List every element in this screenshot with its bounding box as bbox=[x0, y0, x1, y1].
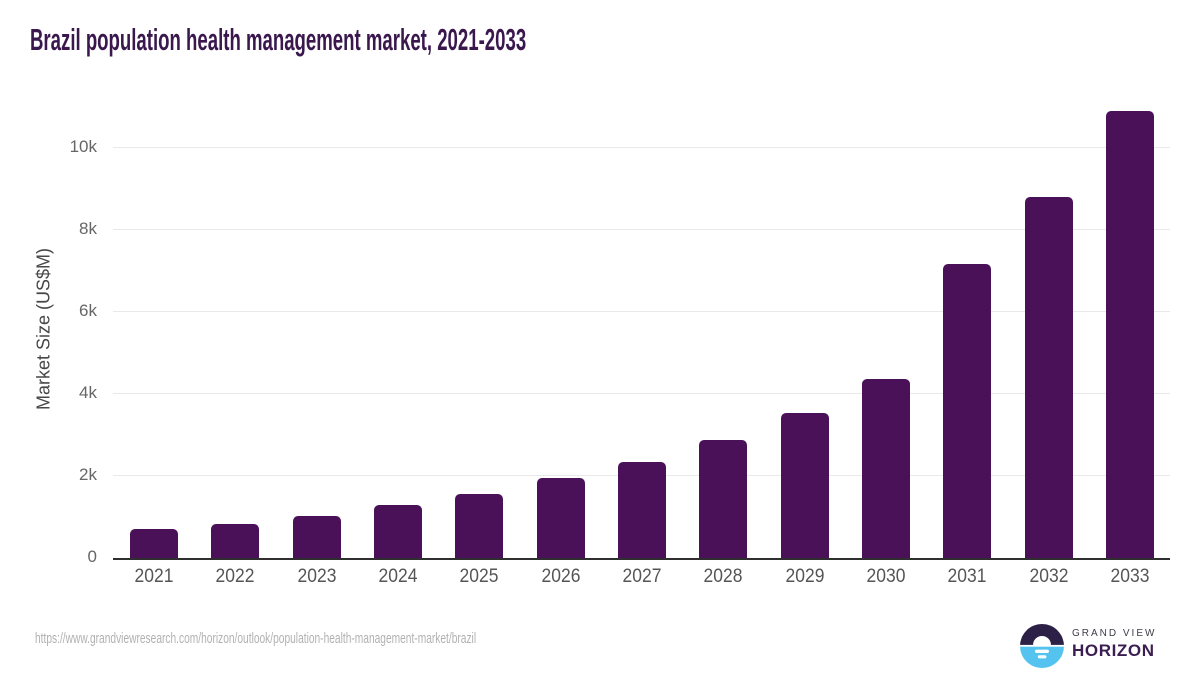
x-tick-2021: 2021 bbox=[134, 566, 174, 587]
bar-2026 bbox=[536, 478, 585, 558]
gridline-8k bbox=[113, 229, 1170, 231]
brand-name-top: GRAND VIEW bbox=[1072, 628, 1157, 639]
bar-2027 bbox=[618, 461, 666, 558]
x-axis-tick-labels: 2021 2022 2023 2024 2025 2026 2027 2028 2029 2030… bbox=[113, 566, 1170, 594]
brand-name-bottom: HORIZON bbox=[1072, 641, 1155, 660]
x-tick-2030: 2030 bbox=[866, 566, 906, 587]
gridline-10k bbox=[113, 147, 1170, 149]
y-tick-2k: 2k bbox=[79, 465, 97, 485]
bar-2030 bbox=[862, 379, 910, 558]
bar-2022 bbox=[211, 523, 260, 558]
x-tick-2028: 2028 bbox=[703, 566, 743, 587]
x-tick-2024: 2024 bbox=[378, 566, 418, 587]
bar-2028 bbox=[699, 439, 748, 558]
brand-wordmark: GRAND VIEW HORIZON bbox=[1072, 628, 1156, 661]
gridline-4k bbox=[113, 393, 1170, 395]
x-tick-2031: 2031 bbox=[947, 566, 987, 587]
bar-2025 bbox=[455, 494, 504, 558]
bar-2031 bbox=[943, 264, 992, 558]
y-tick-10k: 10k bbox=[69, 137, 97, 157]
y-tick-6k: 6k bbox=[79, 301, 97, 321]
x-tick-2027: 2027 bbox=[622, 566, 662, 587]
brand-logo: GRAND VIEW HORIZON bbox=[1020, 624, 1170, 670]
bar-2024 bbox=[374, 505, 422, 558]
bar-2021 bbox=[130, 529, 178, 558]
x-tick-2022: 2022 bbox=[215, 566, 255, 587]
y-tick-8k: 8k bbox=[79, 219, 97, 239]
bar-2033 bbox=[1106, 110, 1154, 558]
x-tick-2025: 2025 bbox=[459, 566, 499, 587]
y-tick-0: 0 bbox=[87, 547, 97, 566]
chart-title: Brazil population health management mark… bbox=[30, 22, 527, 57]
bar-2029 bbox=[780, 413, 829, 558]
x-tick-2026: 2026 bbox=[541, 566, 581, 587]
x-tick-2033: 2033 bbox=[1110, 566, 1150, 587]
y-axis-tick-labels: 0 2k 4k 6k 8k 10k bbox=[0, 98, 97, 566]
source-url-text: https://www.grandviewresearch.com/horizo… bbox=[35, 630, 477, 647]
x-tick-2023: 2023 bbox=[297, 566, 337, 587]
horizon-sun-icon bbox=[1020, 624, 1064, 668]
x-tick-2032: 2032 bbox=[1029, 566, 1069, 587]
bar-2032 bbox=[1024, 197, 1073, 558]
gridline-6k bbox=[113, 311, 1170, 313]
bar-2023 bbox=[292, 515, 341, 558]
y-tick-4k: 4k bbox=[79, 383, 97, 403]
plot-area bbox=[113, 98, 1170, 560]
x-tick-2029: 2029 bbox=[785, 566, 825, 587]
